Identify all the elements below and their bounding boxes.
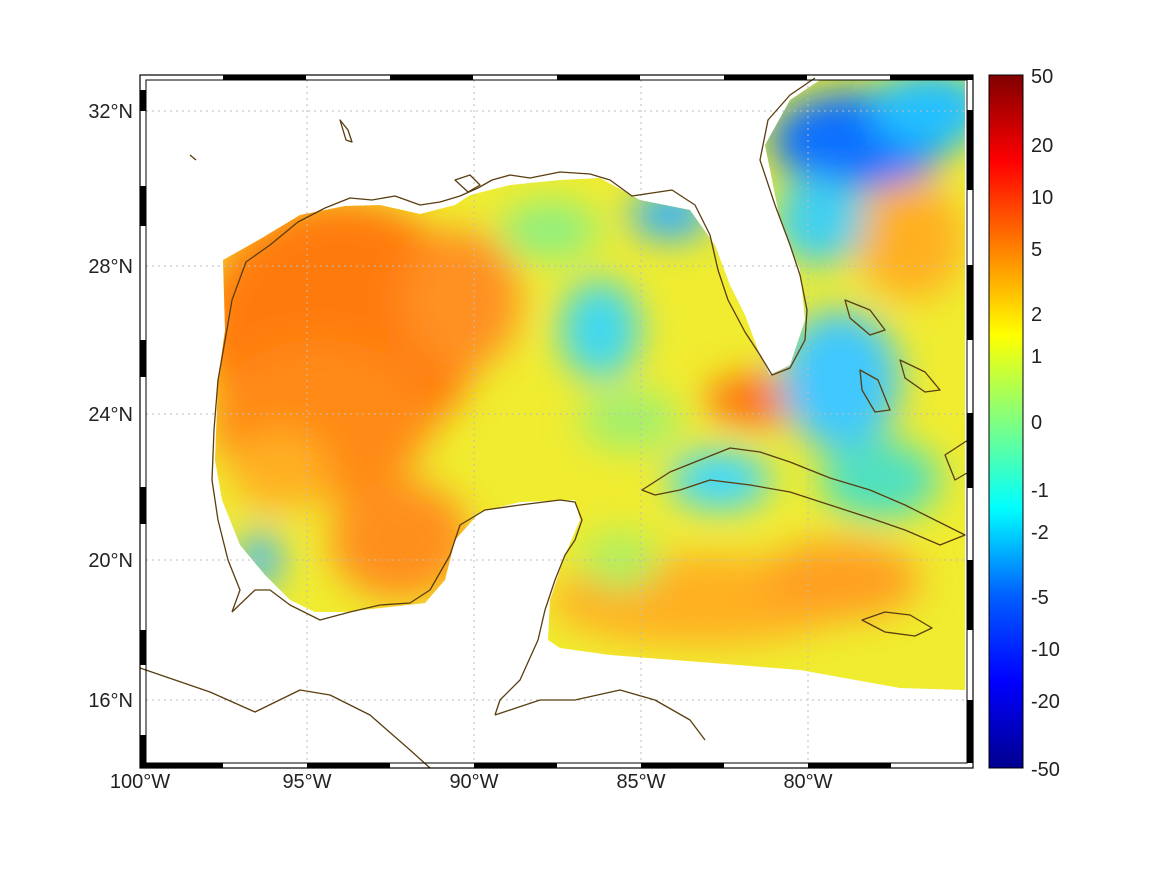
colorbar-tick-label: -2 [1031, 522, 1049, 544]
colorbar-tick-label: 20 [1031, 135, 1053, 157]
y-tick-label: 32°N [88, 101, 133, 123]
colorbar-tick-label: -50 [1031, 759, 1060, 781]
x-tick-label: 100°W [110, 771, 170, 793]
x-tick-label: 95°W [282, 771, 331, 793]
x-tick-labels: 100°W 95°W 90°W 85°W 80°W [110, 771, 833, 793]
x-tick-label: 85°W [616, 771, 665, 793]
y-tick-label: 16°N [88, 690, 133, 712]
colorbar-tick-label: -5 [1031, 587, 1049, 609]
colorbar-tick-label: 50 [1031, 66, 1053, 88]
colorbar-tick-label: -10 [1031, 639, 1060, 661]
colorbar-tick-label: 10 [1031, 187, 1053, 209]
y-tick-label: 28°N [88, 256, 133, 278]
x-tick-label: 90°W [449, 771, 498, 793]
colorbar-gradient [988, 74, 1024, 769]
y-tick-label: 24°N [88, 404, 133, 426]
colorbar-tick-label: 5 [1031, 239, 1042, 261]
coastlines [139, 77, 973, 769]
colorbar-tick-label: -20 [1031, 691, 1060, 713]
colorbar-tick-label: -1 [1031, 480, 1049, 502]
y-tick-label: 20°N [88, 550, 133, 572]
map-frame [139, 74, 974, 769]
colorbar: 50 20 10 5 2 1 0 -1 -2 -5 -10 -20 -50 [988, 66, 1060, 781]
colorbar-tick-label: 2 [1031, 304, 1042, 326]
grid [146, 80, 967, 763]
colorbar-tick-label: 1 [1031, 346, 1042, 368]
x-tick-label: 80°W [783, 771, 832, 793]
colorbar-tick-label: 0 [1031, 412, 1042, 434]
y-tick-labels: 32°N 28°N 24°N 20°N 16°N [88, 101, 133, 712]
